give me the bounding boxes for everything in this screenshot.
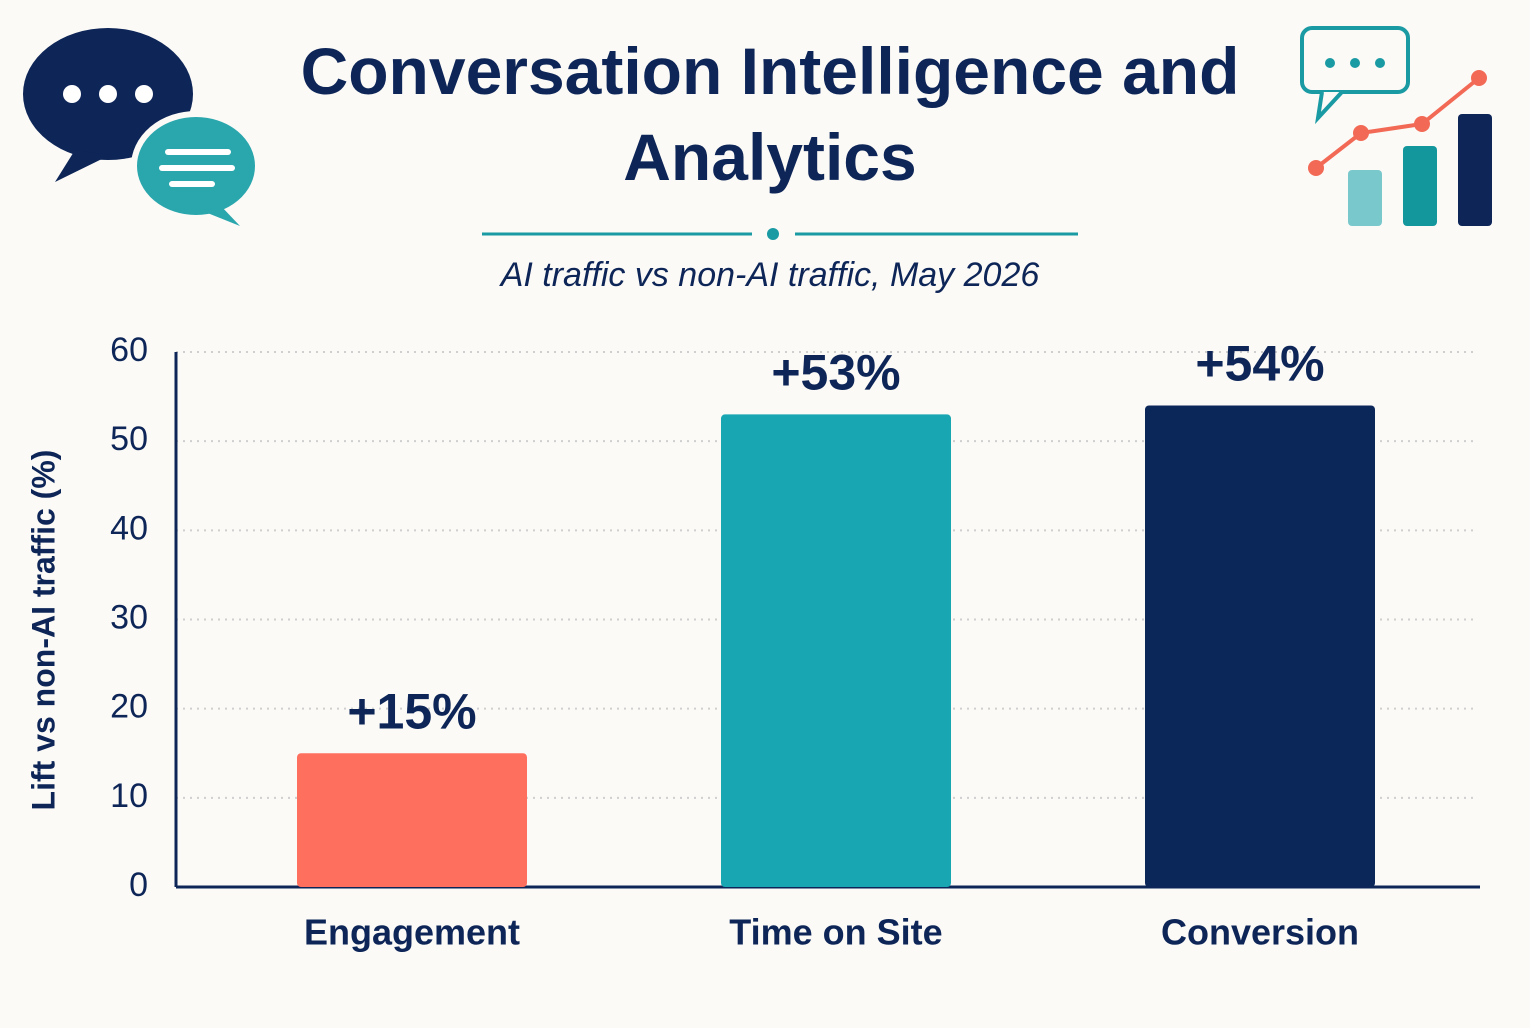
x-tick-label: Engagement [304, 912, 520, 953]
y-tick-label: 20 [110, 688, 148, 726]
x-tick-label: Conversion [1161, 912, 1359, 953]
bar [297, 753, 527, 887]
value-label: +54% [1195, 336, 1324, 392]
x-tick-label: Time on Site [729, 912, 942, 953]
chart-subtitle: AI traffic vs non-AI traffic, May 2026 [500, 256, 1040, 294]
y-axis-label: Lift vs non-AI traffic (%) [25, 450, 61, 811]
chart-title: Conversation Intelligence and Analytics [300, 34, 1240, 194]
bar [1145, 405, 1375, 887]
analytics-icon [1300, 26, 1492, 226]
chat-icon [23, 28, 261, 226]
bar [721, 414, 951, 887]
y-tick-label: 30 [110, 598, 148, 636]
y-tick-label: 40 [110, 509, 148, 547]
value-label: +15% [347, 683, 476, 739]
divider [482, 228, 1078, 240]
value-label: +53% [771, 345, 900, 401]
y-tick-label: 10 [110, 777, 148, 815]
y-tick-label: 50 [110, 420, 148, 458]
y-tick-label: 0 [129, 866, 148, 904]
y-tick-label: 60 [110, 331, 148, 369]
